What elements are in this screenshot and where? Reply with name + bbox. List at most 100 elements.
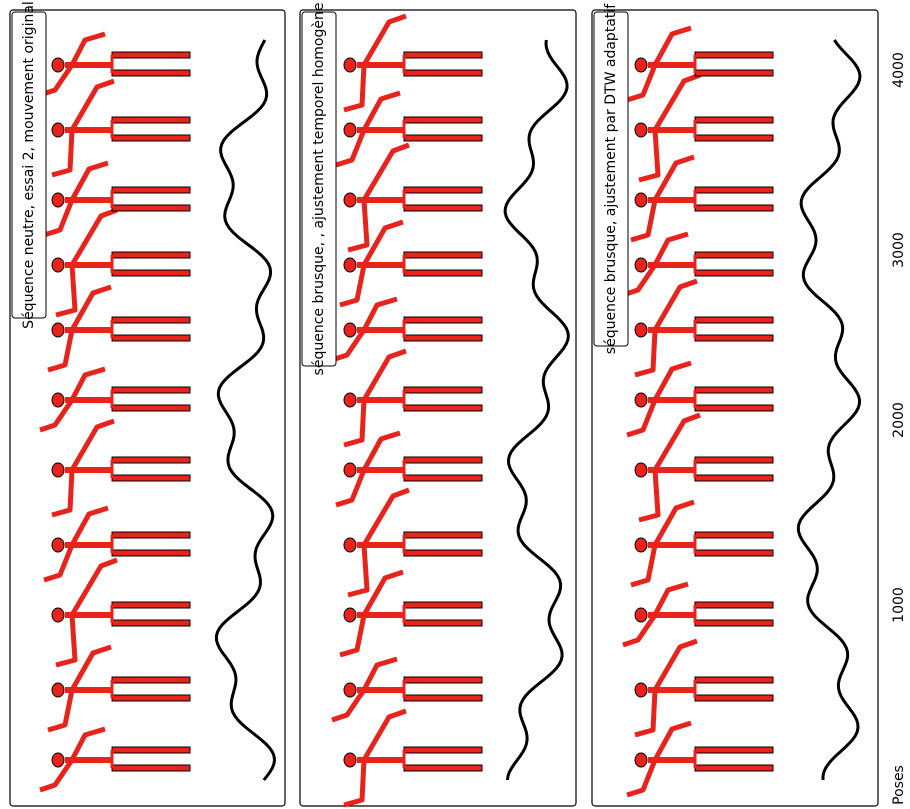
figure-leg — [694, 456, 774, 464]
figure-leg — [694, 474, 774, 482]
figure-arm — [51, 129, 75, 178]
figure-leg — [403, 764, 483, 772]
figure-leg — [111, 204, 191, 212]
figure-leg — [403, 456, 483, 464]
figure-arm — [55, 614, 78, 668]
figure-leg — [694, 116, 774, 124]
figure-arm — [69, 505, 109, 547]
figure-leg — [403, 269, 483, 277]
figure-arm — [361, 296, 398, 332]
figure-head — [343, 392, 357, 408]
figure-leg — [694, 251, 774, 259]
figure-head — [51, 607, 65, 623]
figure-arm — [69, 160, 109, 202]
figure-leg — [403, 746, 483, 754]
figure-arm — [335, 469, 367, 508]
figure-leg — [111, 69, 191, 77]
figure-arm — [347, 544, 370, 598]
figure-leg — [403, 676, 483, 684]
figure-arm — [339, 264, 367, 308]
figure-arm — [331, 328, 367, 363]
figure-leg — [111, 51, 191, 59]
figure-arm — [361, 430, 401, 472]
figure-leg — [111, 251, 191, 259]
figure-arm — [626, 759, 658, 798]
figure-head — [343, 537, 357, 553]
figure-head — [343, 257, 357, 273]
label-box — [593, 11, 629, 347]
figure-leg — [403, 134, 483, 142]
figure-head — [343, 682, 357, 698]
figure-leg — [694, 676, 774, 684]
figure-head — [51, 122, 65, 138]
figure-leg — [694, 134, 774, 142]
figure-arm — [652, 278, 698, 332]
figure-arm — [638, 129, 661, 183]
figure-head — [634, 462, 648, 478]
figure-head — [343, 322, 357, 338]
figure-leg — [694, 316, 774, 324]
figure-leg — [694, 531, 774, 539]
figure-head — [343, 57, 357, 73]
figure-arm — [622, 613, 658, 648]
figure-arm — [51, 469, 75, 518]
figure-head — [634, 57, 648, 73]
figure-arm — [638, 469, 661, 523]
figure-head — [51, 392, 65, 408]
figure-leg — [403, 186, 483, 194]
figure-head — [51, 682, 65, 698]
figure-leg — [111, 186, 191, 194]
figure-arm — [626, 64, 658, 103]
figure-head — [51, 462, 65, 478]
figure-leg — [403, 51, 483, 59]
figure-arm — [339, 614, 367, 658]
figure-leg — [403, 116, 483, 124]
figure-leg — [694, 386, 774, 394]
figure-leg — [403, 334, 483, 342]
axis-tick-label: 3000 — [891, 232, 907, 268]
figure-head — [634, 322, 648, 338]
panel-label: séquence brusque, ajustement par DTW ada… — [603, 3, 619, 354]
figure-head — [343, 192, 357, 208]
figure-arm — [634, 689, 658, 738]
figure-arm — [361, 487, 410, 547]
figure-arm — [55, 264, 78, 318]
figure-arm — [652, 360, 692, 402]
figure-arm — [343, 759, 367, 808]
figure-leg — [111, 116, 191, 124]
drawings — [39, 13, 862, 808]
figure-leg — [694, 601, 774, 609]
figure-head — [51, 537, 65, 553]
panel-label: séquence brusque, , ajustement temporel … — [311, 3, 327, 376]
figure-leg — [403, 549, 483, 557]
figure-arm — [652, 154, 695, 202]
figure-leg — [403, 531, 483, 539]
figure-leg — [111, 269, 191, 277]
figure-arm — [335, 129, 367, 168]
figure-arm — [361, 569, 404, 617]
figure-head — [51, 257, 65, 273]
figure-arm — [361, 13, 407, 67]
figure-arm — [634, 329, 658, 378]
figure-leg — [111, 764, 191, 772]
axis-title: Poses — [891, 765, 907, 805]
figure-leg — [694, 334, 774, 342]
figure-head — [634, 537, 648, 553]
axis-tick-label: 2000 — [891, 402, 907, 438]
figure-head — [343, 752, 357, 768]
figure-head — [343, 462, 357, 478]
figure-arm — [630, 544, 658, 588]
figure-arm — [47, 329, 75, 373]
figure-arm — [361, 219, 404, 267]
motion-curve — [796, 39, 862, 780]
figure-leg — [111, 601, 191, 609]
panel-frame — [9, 9, 286, 807]
figure-arm — [652, 720, 692, 762]
figure-leg — [111, 386, 191, 394]
figure-leg — [403, 694, 483, 702]
figure-arm — [361, 348, 407, 402]
figure-leg — [403, 316, 483, 324]
figure-leg — [111, 676, 191, 684]
figure-leg — [694, 186, 774, 194]
